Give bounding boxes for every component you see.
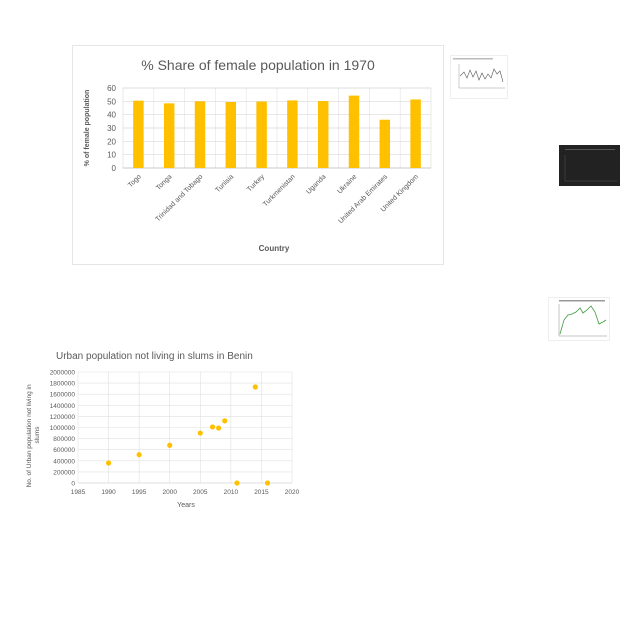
- scatter-point: [216, 425, 222, 431]
- scatter-xtick-label: 1985: [71, 489, 86, 496]
- bar-ytick-label: 50: [107, 97, 116, 106]
- scatter-ytick-label: 200000: [53, 469, 75, 476]
- scatter-point: [209, 424, 216, 430]
- bar-xtick-label: Tunisia: [214, 173, 235, 194]
- scatter-ytick-label: 800000: [53, 436, 75, 443]
- scatter-ytick-label: 400000: [53, 458, 75, 465]
- scatter-point: [197, 430, 203, 436]
- scatter-xtick-label: 2005: [193, 489, 208, 496]
- thumbnail-2-svg: [564, 149, 617, 182]
- scatter-xtick-label: 2015: [254, 489, 269, 496]
- scatter-chart-title: Urban population not living in slums in …: [56, 351, 253, 362]
- scatter-ytick-label: 1200000: [50, 414, 76, 421]
- benin-urban-scatter-chart: Urban population not living in slums in …: [18, 343, 308, 515]
- scatter-xtick-label: 2000: [162, 489, 177, 496]
- bar-turkmenistan: [287, 100, 298, 168]
- scatter-xtick-label: 1990: [101, 489, 116, 496]
- bar-tonga: [163, 103, 175, 168]
- scatter-point: [136, 452, 142, 458]
- thumbnail-1-title-line: [453, 58, 493, 60]
- scatter-ytick-label: 1000000: [50, 425, 76, 432]
- bar-ytick-label: 0: [112, 164, 117, 173]
- female-population-bar-chart: % Share of female population in 1970 0 10…: [73, 46, 443, 264]
- scatter-point: [252, 384, 258, 390]
- scatter-ytick-label: 600000: [53, 447, 75, 454]
- scatter-xtick-label: 1995: [132, 489, 147, 496]
- scatter-point: [234, 480, 240, 486]
- bar-chart-xlabel: Country: [259, 244, 290, 253]
- scatter-point: [167, 442, 173, 448]
- bar-chart-ylabel: % of female population: [84, 90, 91, 167]
- bar-ukraine: [348, 95, 360, 168]
- bar-united-arab-emirates: [379, 119, 391, 168]
- bar-ytick-label: 30: [107, 124, 116, 133]
- thumbnail-line-chart-2: [549, 298, 609, 340]
- scatter-xtick-label: 2010: [224, 489, 239, 496]
- thumbnail-1-line: [459, 68, 504, 83]
- bar-trinidad-and-tobago: [194, 101, 206, 168]
- thumbnail-dark-chart: [559, 145, 620, 186]
- scatter-xtick-label: 2020: [285, 489, 300, 496]
- scatter-chart-svg: Urban population not living in slums in …: [26, 351, 300, 509]
- scatter-point: [222, 418, 228, 424]
- bar-xtick-label: Turkey: [246, 173, 266, 193]
- scatter-ytick-label: 0: [71, 481, 75, 488]
- scatter-point: [105, 460, 112, 466]
- scatter-chart-xlabel: Years: [177, 502, 195, 509]
- scatter-ytick-label: 2000000: [50, 370, 76, 377]
- bar-ytick-label: 40: [107, 111, 116, 120]
- bar-togo: [133, 100, 144, 168]
- bar-xtick-label: Ukraine: [336, 173, 358, 195]
- scatter-ytick-label: 1600000: [50, 392, 76, 399]
- scatter-chart-ylabel: No. of Urban population not living in sl…: [26, 383, 41, 488]
- thumbnail-3-title-line: [559, 300, 605, 302]
- bar-chart-svg: % Share of female population in 1970 0 10…: [84, 57, 432, 253]
- bar-united-kingdom: [410, 99, 421, 168]
- thumbnail-3-line: [559, 305, 607, 335]
- bar-ytick-label: 60: [107, 84, 116, 93]
- bar-turkey: [256, 101, 267, 168]
- thumbnail-1-svg: [453, 58, 505, 89]
- bar-tunisia: [225, 102, 237, 168]
- bar-xtick-label: Togo: [127, 173, 143, 189]
- bar-ytick-label: 10: [107, 151, 116, 160]
- bar-ytick-label: 20: [107, 137, 116, 146]
- bar-xtick-label: Tonga: [155, 173, 174, 192]
- bar-uganda: [317, 101, 329, 168]
- scatter-ytick-label: 1400000: [50, 403, 76, 410]
- bar-chart-title: % Share of female population in 1970: [141, 57, 375, 73]
- scatter-point: [264, 480, 271, 486]
- scatter-ytick-label: 1800000: [50, 381, 76, 388]
- thumbnail-line-chart-1: [451, 56, 507, 98]
- bar-xtick-label: Turkmenistan: [262, 173, 297, 208]
- thumbnail-3-svg: [558, 300, 607, 337]
- bar-xtick-label: Uganda: [305, 173, 327, 195]
- thumbnail-2-title-line: [565, 149, 615, 150]
